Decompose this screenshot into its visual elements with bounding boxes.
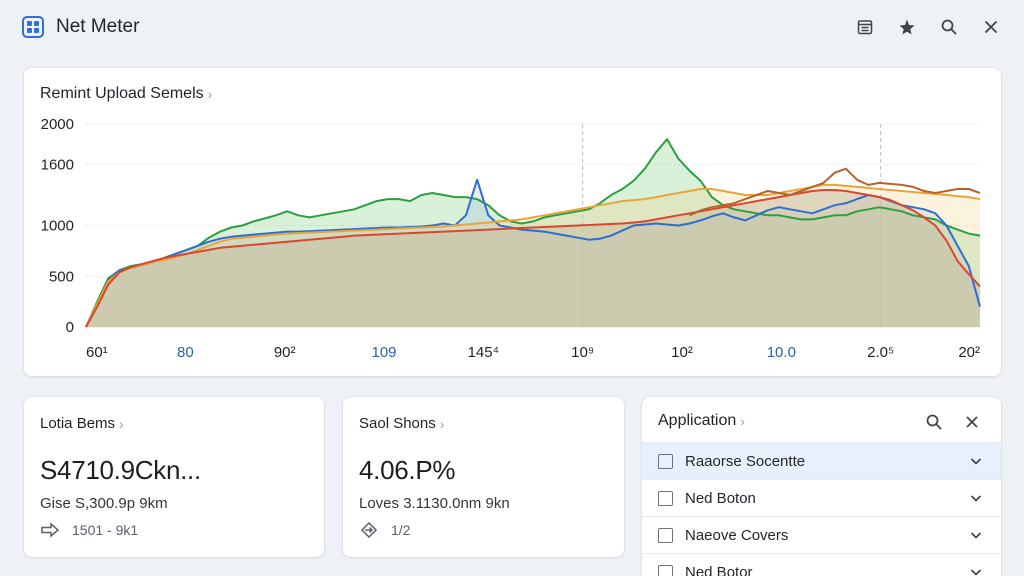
chevron-right-icon: › xyxy=(207,86,213,102)
diamond-arrow-icon xyxy=(360,522,378,538)
list-item-label: Ned Boton xyxy=(685,489,756,507)
comment-icon xyxy=(658,564,673,576)
series-line xyxy=(85,178,981,328)
application-title: Application xyxy=(658,412,737,429)
stat-value: 4.06.P% xyxy=(359,455,456,485)
y-tick-label: 0 xyxy=(66,319,74,336)
chevron-down-icon[interactable] xyxy=(969,565,983,576)
chevron-right-icon: › xyxy=(119,415,124,432)
list-item-label: Ned Botor xyxy=(685,563,753,576)
stat-subtext: Gise S,300.9p 9km xyxy=(40,495,168,512)
search-icon[interactable] xyxy=(919,407,949,437)
x-tick-label: 2.0⁵ xyxy=(867,344,894,361)
application-panel: Application › Raaorse Socentte Ned Boton… xyxy=(642,397,1001,576)
list-item[interactable]: Raaorse Socentte xyxy=(642,442,1001,479)
search-icon[interactable] xyxy=(934,12,964,42)
close-icon[interactable] xyxy=(976,12,1006,42)
chevron-right-icon: › xyxy=(439,415,445,432)
list-item[interactable]: Ned Botor xyxy=(642,553,1001,576)
comment-icon xyxy=(658,490,673,506)
close-icon[interactable] xyxy=(957,407,987,437)
series-area xyxy=(86,189,980,327)
stat-value: S4710.9Ckn... xyxy=(40,455,201,485)
x-tick-label: 90² xyxy=(274,344,296,361)
y-tick-label: 1000 xyxy=(41,218,74,235)
stat-card-1-header[interactable]: Lotia Bems › xyxy=(40,415,124,432)
list-item-label: Naeove Covers xyxy=(685,526,789,544)
stat-footer: 1/2 xyxy=(359,522,410,538)
window-title: Net Meter xyxy=(56,16,140,37)
upload-chart: 2000 1600 1000 500 0 60¹ 80 90² 109 145⁴ 10⁹ 10² 10.… xyxy=(41,116,981,361)
comment-icon xyxy=(658,527,673,543)
pin-star-icon[interactable] xyxy=(892,12,922,42)
y-tick-label: 2000 xyxy=(41,116,74,133)
comment-icon xyxy=(658,453,673,469)
series-line xyxy=(689,167,981,217)
chevron-down-icon[interactable] xyxy=(969,491,983,505)
x-tick-label: 60¹ xyxy=(86,344,108,361)
stat-card-1: Lotia Bems › S4710.9Ckn... Gise S,300.9p… xyxy=(24,397,324,557)
x-tick-label: 80 xyxy=(177,344,194,361)
list-item-label: Raaorse Socentte xyxy=(685,452,806,470)
stat-card-2-header[interactable]: Saol Shons › xyxy=(359,415,444,432)
list-item[interactable]: Ned Boton xyxy=(642,479,1001,516)
calendar-icon[interactable] xyxy=(850,12,880,42)
application-header[interactable]: Application › xyxy=(658,412,745,430)
application-actions xyxy=(919,407,987,437)
chart-panel-header[interactable]: Remint Upload Semels › xyxy=(40,85,212,103)
x-tick-label: 10.0 xyxy=(767,344,796,361)
chevron-right-icon: › xyxy=(740,413,745,429)
chart-title: Remint Upload Semels xyxy=(40,85,204,102)
x-tick-label: 10⁹ xyxy=(571,344,594,361)
stat-footer: 1501 - 9k1 xyxy=(40,522,138,538)
stat-label: Lotia Bems xyxy=(40,415,116,432)
title-actions xyxy=(850,12,1006,42)
stat-subtext: Loves 3.1130.0nm 9kn xyxy=(359,495,510,512)
arrow-right-icon xyxy=(41,522,60,538)
x-tick-label: 109 xyxy=(371,344,396,361)
chevron-down-icon[interactable] xyxy=(969,454,983,468)
x-tick-label: 145⁴ xyxy=(468,344,499,361)
chevron-down-icon[interactable] xyxy=(969,528,983,542)
series-line xyxy=(85,183,981,328)
stat-card-2: Saol Shons › 4.06.P% Loves 3.1130.0nm 9k… xyxy=(343,397,624,557)
y-tick-label: 500 xyxy=(49,268,74,285)
chart-panel: 2000 1600 1000 500 0 60¹ 80 90² 109 145⁴ 10⁹ 10² 10.… xyxy=(24,68,1001,376)
stat-footer-text: 1/2 xyxy=(391,522,411,538)
series-line xyxy=(85,138,981,328)
series-line xyxy=(85,189,981,328)
list-item[interactable]: Naeove Covers xyxy=(642,516,1001,553)
app-grid-icon xyxy=(22,16,44,38)
stat-label: Saol Shons xyxy=(359,415,436,432)
y-tick-label: 1600 xyxy=(41,157,74,174)
application-list: Raaorse Socentte Ned Boton Naeove Covers… xyxy=(642,442,1001,576)
x-tick-label: 20² xyxy=(958,344,980,361)
x-tick-label: 10² xyxy=(671,344,693,361)
stat-footer-text: 1501 - 9k1 xyxy=(72,522,139,538)
title-bar: Net Meter xyxy=(0,0,1024,54)
